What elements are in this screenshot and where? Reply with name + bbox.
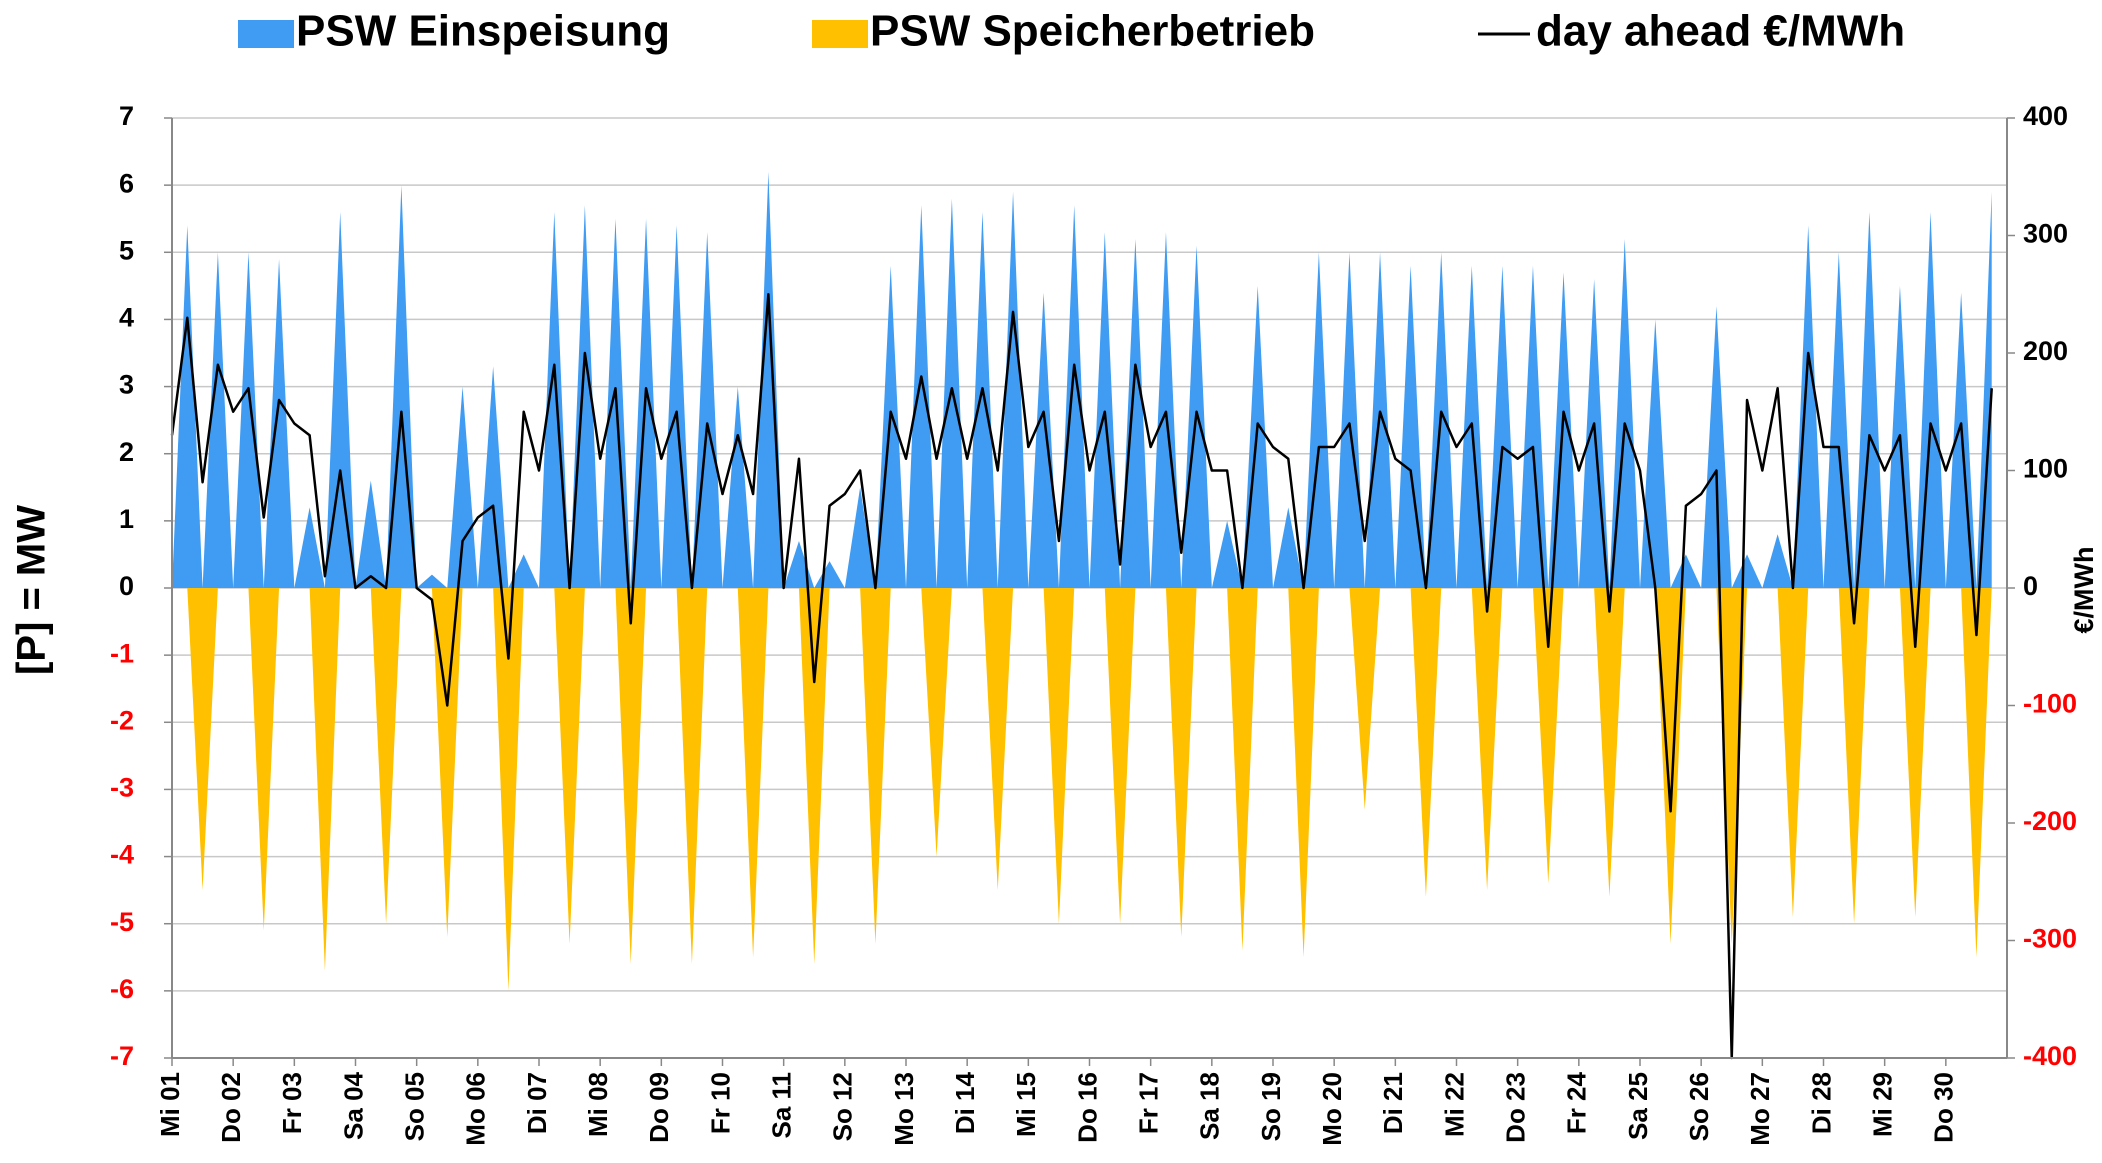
y2-tick-label: 400 [2023,101,2068,131]
x-tick-label: So 05 [400,1072,430,1141]
x-tick-label: Do 09 [644,1072,674,1143]
x-tick-label: Mo 13 [889,1072,919,1146]
y-tick-label: -3 [110,773,134,803]
x-tick-label: Do 30 [1929,1072,1959,1143]
y-tick-label: 4 [119,303,134,333]
y-tick-label: -4 [110,840,134,870]
y2-tick-label: 0 [2023,571,2038,601]
legend-label: day ahead €/MWh [1536,7,1905,56]
x-tick-label: Sa 25 [1623,1072,1653,1140]
y2-tick-label: 100 [2023,454,2068,484]
y-tick-label: 5 [119,235,134,265]
x-tick-label: So 12 [828,1072,858,1141]
y-tick-label: -2 [110,705,134,735]
legend-label: PSW Einspeisung [296,7,670,56]
y-tick-label: 3 [119,370,134,400]
x-tick-label: So 26 [1684,1072,1714,1141]
x-tick-label: Sa 04 [338,1071,368,1139]
x-tick-label: Mo 06 [461,1072,491,1146]
y2-tick-label: 200 [2023,336,2068,366]
x-tick-label: Mi 08 [583,1072,613,1137]
y-axis-title: [P] = MW [10,505,54,675]
y-tick-label: -6 [110,974,134,1004]
y2-tick-label: -300 [2023,924,2077,954]
x-tick-label: Fr 24 [1562,1071,1592,1134]
y2-tick-label: 300 [2023,219,2068,249]
x-tick-label: Di 07 [522,1072,552,1134]
y-tick-label: 7 [119,101,134,131]
x-tick-label: Fr 03 [277,1072,307,1134]
legend-swatch [812,20,868,48]
x-tick-label: Mi 29 [1868,1072,1898,1137]
y-tick-label: -7 [110,1041,134,1071]
x-tick-label: Do 16 [1072,1072,1102,1143]
x-tick-label: Sa 11 [767,1072,797,1139]
area [172,588,1992,991]
y-tick-label: -5 [110,907,134,937]
x-tick-label: Mi 15 [1011,1072,1041,1137]
x-tick-label: Mo 20 [1317,1072,1347,1146]
y-tick-label: 1 [119,504,134,534]
y-tick-label: 6 [119,168,134,198]
y-tick-label: 0 [119,571,134,601]
x-tick-label: Fr 17 [1134,1072,1164,1134]
y2-tick-label: -100 [2023,689,2077,719]
x-tick-label: Di 28 [1806,1072,1836,1134]
x-tick-label: Sa 18 [1195,1072,1225,1140]
x-tick-label: Fr 10 [705,1072,735,1134]
y-tick-label: 2 [119,437,134,467]
line [170,293,1993,1060]
x-tick-label: Mi 22 [1439,1072,1469,1137]
x-tick-label: Do 02 [216,1072,246,1143]
x-tick-label: Do 23 [1501,1072,1531,1143]
legend-swatch [238,20,294,48]
y-tick-label: -1 [110,638,134,668]
y2-axis-title: €/MWh [2069,547,2099,634]
x-tick-label: Mo 27 [1745,1072,1775,1146]
y2-tick-label: -400 [2023,1041,2077,1071]
y2-tick-label: -200 [2023,806,2077,836]
x-tick-label: Mi 01 [155,1072,185,1137]
legend-label: PSW Speicherbetrieb [870,7,1315,56]
x-tick-label: So 19 [1256,1072,1286,1141]
x-tick-label: Di 14 [950,1071,980,1134]
x-tick-label: Di 21 [1378,1072,1408,1134]
